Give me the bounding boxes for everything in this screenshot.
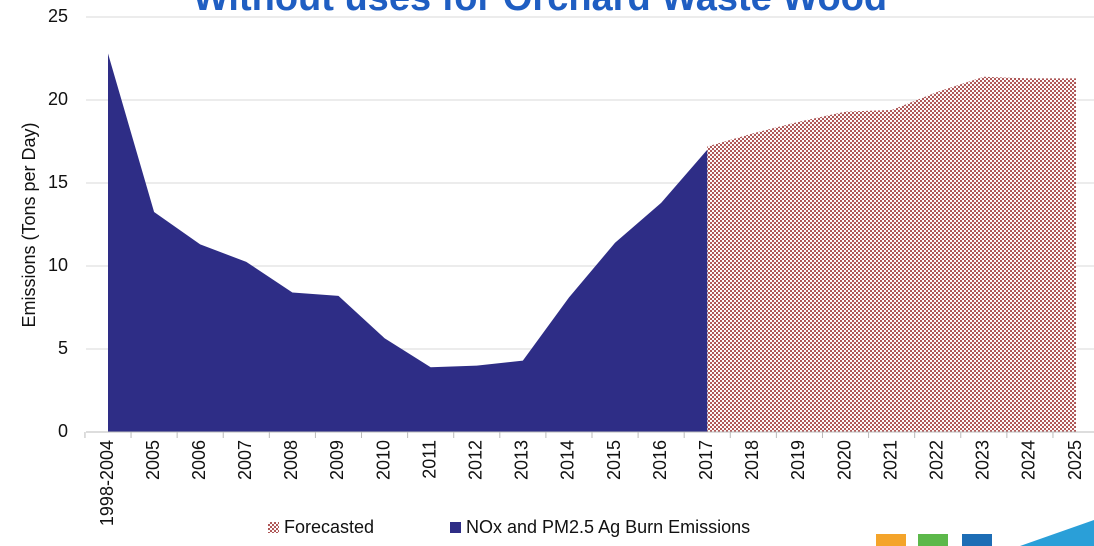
x-tick-label: 2023 — [973, 440, 993, 480]
chart-title: Without uses for Orchard Waste Wood — [193, 0, 887, 19]
x-tick-label: 1998-2004 — [97, 440, 117, 526]
y-tick-label: 15 — [48, 172, 68, 192]
x-tick-label: 2010 — [373, 440, 393, 480]
x-tick-label: 2019 — [788, 440, 808, 480]
y-tick-label: 25 — [48, 6, 68, 26]
x-tick-label: 2021 — [880, 440, 900, 480]
x-tick-label: 2011 — [419, 440, 439, 479]
area — [108, 53, 708, 433]
x-tick-label: 2020 — [834, 440, 854, 480]
x-tick-label: 2024 — [1019, 440, 1039, 480]
logos — [876, 520, 1094, 546]
legend-swatch — [268, 522, 279, 533]
legend-label: NOx and PM2.5 Ag Burn Emissions — [466, 517, 750, 537]
x-tick-label: 2006 — [189, 440, 209, 480]
x-tick-label: 2005 — [143, 440, 163, 480]
y-tick-label: 20 — [48, 89, 68, 109]
x-tick-label: 2016 — [650, 440, 670, 480]
y-tick-label: 5 — [58, 338, 68, 358]
x-tick-label: 2013 — [512, 440, 532, 480]
x-tick-label: 2025 — [1065, 440, 1085, 480]
x-tick-label: 2014 — [558, 440, 578, 480]
legend-swatch — [450, 522, 461, 533]
x-tick-label: 2008 — [281, 440, 301, 480]
x-tick-label: 2007 — [235, 440, 255, 480]
y-tick-label: 0 — [58, 421, 68, 441]
x-tick-label: 2022 — [926, 440, 946, 480]
x-tick-label: 2017 — [696, 440, 716, 480]
x-tick-label: 2012 — [466, 440, 486, 480]
legend-label: Forecasted — [284, 517, 374, 537]
x-tick-label: 2018 — [742, 440, 762, 480]
y-tick-label: 10 — [48, 255, 68, 275]
area — [707, 76, 1076, 432]
x-tick-label: 2009 — [327, 440, 347, 480]
x-tick-label: 2015 — [604, 440, 624, 480]
y-axis-label: Emissions (Tons per Day) — [19, 122, 39, 327]
